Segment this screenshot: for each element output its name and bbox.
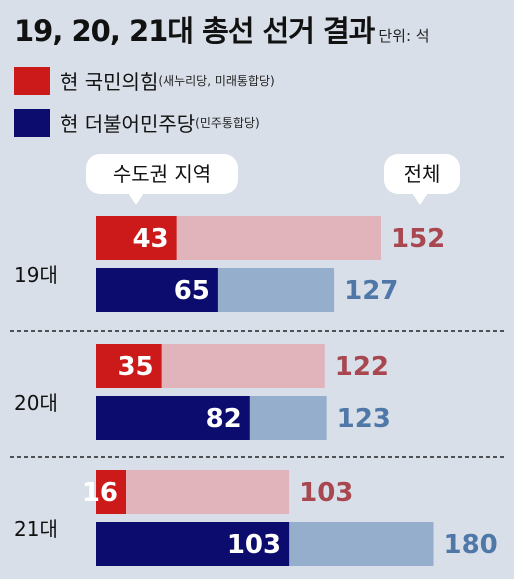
region-value-label: 43 [132, 224, 168, 254]
region-callout-label: 수도권 지역 [112, 162, 212, 186]
region-callout-tail [128, 193, 144, 205]
legend-sublabel-dpk: (민주통합당) [195, 116, 260, 130]
region-value-label: 16 [82, 478, 118, 508]
region-value-label: 35 [117, 352, 153, 382]
total-bar-ppp [96, 470, 290, 514]
total-value-label: 127 [344, 276, 398, 306]
chart-title: 19, 20, 21대 총선 선거 결과 [14, 14, 375, 48]
total-value-label: 152 [391, 224, 445, 254]
region-bar-ppp [96, 470, 126, 514]
region-bar-dpk [96, 522, 290, 566]
total-callout-tail [412, 193, 428, 205]
legend-item-ppp: 현 국민의힘 (새누리당, 미래통합당) [14, 66, 275, 95]
region-callout: 수도권 지역 [86, 154, 238, 205]
region-bar-dpk [96, 396, 250, 440]
category-label: 19대 [14, 263, 58, 287]
legend-sublabel-ppp: (새누리당, 미래통합당) [158, 74, 275, 88]
category-label: 20대 [14, 391, 58, 415]
total-callout-label: 전체 [403, 162, 441, 186]
chart-header: 19, 20, 21대 총선 선거 결과 단위: 석 [14, 8, 430, 50]
legend-item-dpk: 현 더불어민주당 (민주통합당) [14, 108, 260, 137]
legend-swatch-ppp [14, 66, 50, 95]
total-value-label: 180 [444, 530, 498, 560]
total-value-label: 123 [337, 404, 391, 434]
region-bar-ppp [96, 344, 162, 388]
region-value-label: 65 [174, 276, 210, 306]
total-value-label: 103 [299, 478, 353, 508]
legend-swatch-dpk [14, 108, 50, 137]
region-bar-ppp [96, 216, 177, 260]
total-value-label: 122 [335, 352, 389, 382]
unit-label: 단위: 석 [378, 27, 430, 45]
region-value-label: 103 [227, 530, 281, 560]
category-label: 21대 [14, 517, 58, 541]
region-value-label: 82 [206, 404, 242, 434]
region-bar-dpk [96, 268, 218, 312]
legend-label-ppp: 현 국민의힘 [60, 70, 159, 94]
legend-label-dpk: 현 더불어민주당 [60, 112, 196, 136]
total-callout: 전체 [384, 154, 460, 205]
